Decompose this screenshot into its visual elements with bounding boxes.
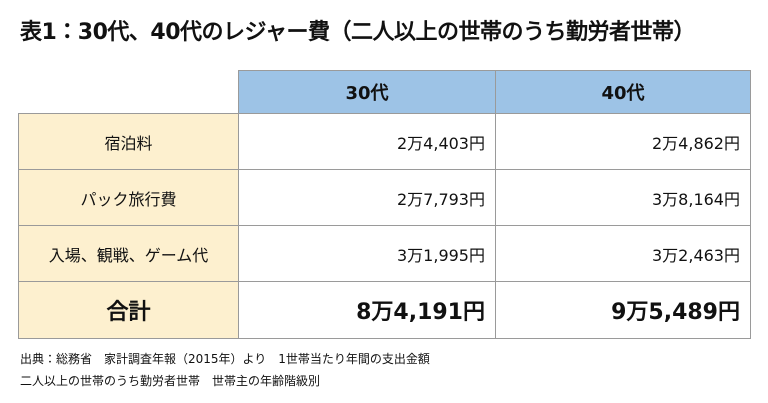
corner-cell xyxy=(18,70,239,114)
row-label: 合計 xyxy=(18,281,239,339)
row-label: パック旅行費 xyxy=(18,169,239,226)
total-row: 合計 8万4,191円 9万5,489円 xyxy=(18,281,751,339)
header-row: 30代 40代 xyxy=(18,70,751,114)
amount-cell: 3万2,463円 xyxy=(495,225,751,282)
amount-cell: 2万4,862円 xyxy=(495,113,751,170)
column-header: 40代 xyxy=(495,70,751,114)
title: 表1：30代、40代のレジャー費（二人以上の世帯のうち勤労者世帯） xyxy=(20,20,695,45)
amount-cell: 3万1,995円 xyxy=(238,225,496,282)
amount-cell: 2万7,793円 xyxy=(238,169,496,226)
table-row: 宿泊料 2万4,403円 2万4,862円 xyxy=(18,113,751,170)
table-row: パック旅行費 2万7,793円 3万8,164円 xyxy=(18,169,751,226)
amount-cell: 8万4,191円 xyxy=(238,281,496,339)
table-row: 入場、観戦、ゲーム代 3万1,995円 3万2,463円 xyxy=(18,225,751,282)
leisure-table: 30代 40代 宿泊料 2万4,403円 2万4,862円 パック旅行費 2万7,793… xyxy=(18,70,751,339)
row-label: 宿泊料 xyxy=(18,113,239,170)
table-body: 宿泊料 2万4,403円 2万4,862円 パック旅行費 2万7,793円 3万8,164… xyxy=(18,113,751,339)
row-label: 入場、観戦、ゲーム代 xyxy=(18,225,239,282)
amount-cell: 9万5,489円 xyxy=(495,281,751,339)
amount-cell: 3万8,164円 xyxy=(495,169,751,226)
source-note: 二人以上の世帯のうち勤労者世帯 世帯主の年齢階級別 xyxy=(20,374,321,388)
column-header: 30代 xyxy=(238,70,496,114)
amount-cell: 2万4,403円 xyxy=(238,113,496,170)
source-note: 出典：総務省 家計調査年報（2015年）より 1世帯当たり年間の支出金額 xyxy=(20,352,430,366)
